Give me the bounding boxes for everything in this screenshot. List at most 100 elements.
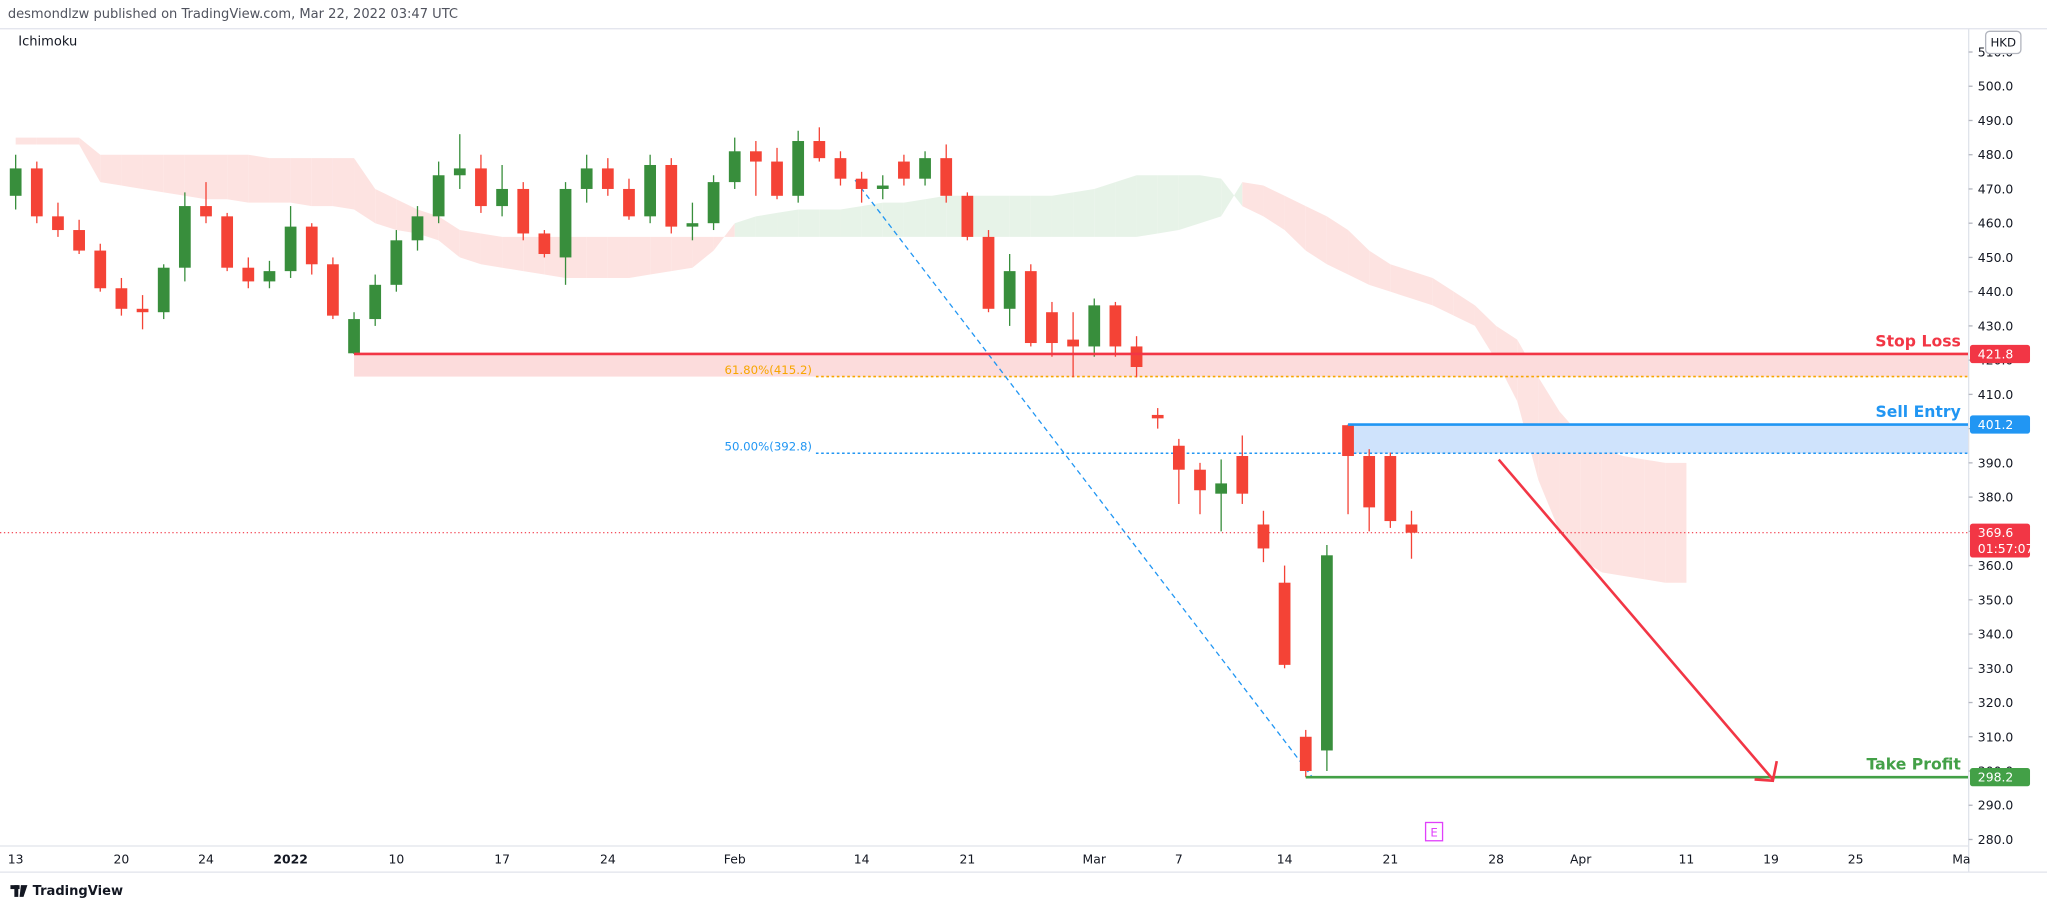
currency-box[interactable] bbox=[1984, 30, 2022, 55]
x-tick-label: 25 bbox=[1848, 852, 1864, 867]
currency[interactable]: HKD bbox=[1990, 35, 2016, 49]
price-tag bbox=[1969, 415, 2031, 434]
candle-body bbox=[1130, 346, 1143, 367]
earnings-marker[interactable]: E bbox=[1430, 825, 1437, 839]
candle-body bbox=[538, 233, 551, 255]
cloud-segment bbox=[1030, 195, 1052, 237]
brand: TradingView bbox=[33, 884, 123, 899]
candle-body bbox=[1194, 469, 1206, 491]
x-tick-label: 11 bbox=[1679, 852, 1695, 867]
cloud-segment bbox=[713, 223, 735, 251]
cloud-segment bbox=[354, 158, 376, 224]
x-tick-label: 28 bbox=[1488, 852, 1504, 867]
candle-body bbox=[496, 188, 508, 207]
candle-body bbox=[940, 158, 953, 196]
y-tick-label: 380.0 bbox=[1978, 490, 2014, 505]
cloud-segment bbox=[163, 154, 185, 196]
candle-body bbox=[665, 164, 678, 227]
candle-body bbox=[792, 141, 805, 196]
price-tag bbox=[1969, 344, 2031, 364]
cloud-segment bbox=[248, 154, 270, 203]
cloud-segment bbox=[1073, 188, 1095, 237]
candle-body bbox=[1046, 312, 1058, 344]
y-tick-label: 470.0 bbox=[1978, 181, 2014, 196]
level-label: Sell Entry bbox=[1875, 402, 1960, 421]
cloud-segment bbox=[1263, 185, 1285, 231]
candle-body bbox=[1342, 425, 1354, 457]
cloud-segment bbox=[1390, 264, 1412, 299]
candle-body bbox=[517, 188, 530, 234]
cloud-segment bbox=[1665, 462, 1687, 583]
candle-body bbox=[263, 271, 276, 282]
candle-body bbox=[898, 161, 910, 179]
cloud-segment bbox=[79, 137, 101, 183]
candle-body bbox=[453, 168, 466, 176]
candle-body bbox=[432, 175, 445, 217]
cloud-segment bbox=[650, 236, 672, 275]
y-tick-label: 430.0 bbox=[1978, 318, 2014, 333]
x-tick-label: Ma bbox=[1952, 852, 1970, 867]
cloud-segment bbox=[1622, 456, 1645, 580]
candle-body bbox=[157, 267, 170, 313]
candle-body bbox=[728, 151, 741, 183]
cloud-segment bbox=[925, 195, 947, 237]
y-tick-label: 500.0 bbox=[1978, 79, 2014, 94]
earnings-marker-box[interactable] bbox=[1424, 821, 1444, 842]
candle-body bbox=[1321, 555, 1333, 751]
stop-loss-zone bbox=[354, 353, 1969, 377]
candle-body bbox=[1405, 524, 1418, 533]
indicator-label: Ichimoku bbox=[18, 34, 77, 49]
x-tick-label: 19 bbox=[1763, 852, 1779, 867]
level-label: Take Profit bbox=[1867, 755, 1962, 774]
x-tick-label: 21 bbox=[1382, 852, 1398, 867]
cloud-segment bbox=[1221, 178, 1243, 217]
candle-body bbox=[961, 195, 974, 237]
projection-arrow bbox=[1497, 458, 1779, 783]
candle-body bbox=[348, 319, 360, 354]
candle-body bbox=[813, 141, 826, 159]
y-tick-label: 450.0 bbox=[1978, 250, 2014, 265]
x-tick-label: 10 bbox=[388, 852, 404, 867]
axes-layer: 280.0290.0300.0310.0320.0330.0340.0350.0… bbox=[8, 45, 2034, 867]
cloud-segment bbox=[1474, 305, 1497, 361]
candle-body bbox=[855, 178, 868, 189]
cloud-segment bbox=[1432, 277, 1454, 316]
cloud-segment bbox=[988, 195, 1010, 237]
candle-body bbox=[876, 185, 889, 189]
price-tag-label: 421.8 bbox=[1978, 346, 2014, 361]
cloud-segment bbox=[15, 137, 37, 145]
candle-body bbox=[1172, 445, 1185, 470]
cloud-segment bbox=[100, 154, 122, 186]
candle-body bbox=[30, 168, 43, 217]
y-tick-label: 340.0 bbox=[1978, 627, 2014, 642]
cloud-segment bbox=[311, 158, 333, 207]
y-tick-label: 330.0 bbox=[1978, 661, 2014, 676]
zones-layer: 61.80%(415.2) 50.00%(392.8) bbox=[0, 353, 1969, 534]
candle-body bbox=[1257, 524, 1270, 549]
cloud-segment bbox=[332, 158, 355, 210]
level-label: Stop Loss bbox=[1875, 331, 1961, 350]
cloud-segment bbox=[1538, 377, 1560, 532]
brand-logo bbox=[10, 885, 28, 897]
last-price-label: 369.6 bbox=[1978, 525, 2014, 540]
y-tick-label: 320.0 bbox=[1978, 695, 2014, 710]
cloud-segment bbox=[1644, 459, 1666, 583]
cloud-segment bbox=[1601, 449, 1623, 576]
y-tick-label: 390.0 bbox=[1978, 455, 2014, 470]
y-tick-label: 440.0 bbox=[1978, 284, 2014, 299]
cloud-segment bbox=[628, 236, 651, 278]
cloud-segment bbox=[1009, 195, 1031, 237]
cloud-segment bbox=[121, 154, 143, 189]
cloud-segment bbox=[1305, 206, 1327, 265]
candle-body bbox=[771, 161, 783, 196]
x-tick-label: Mar bbox=[1083, 852, 1107, 867]
cloud-segment bbox=[1051, 192, 1074, 237]
candle-body bbox=[834, 158, 847, 179]
y-tick-label: 490.0 bbox=[1978, 113, 2014, 128]
cloud-segment bbox=[206, 154, 228, 200]
candle-body bbox=[305, 226, 318, 265]
cloud-segment bbox=[290, 158, 312, 207]
x-tick-label: 7 bbox=[1175, 852, 1183, 867]
cloud-segment bbox=[1453, 291, 1475, 326]
candle-body bbox=[1024, 271, 1037, 344]
